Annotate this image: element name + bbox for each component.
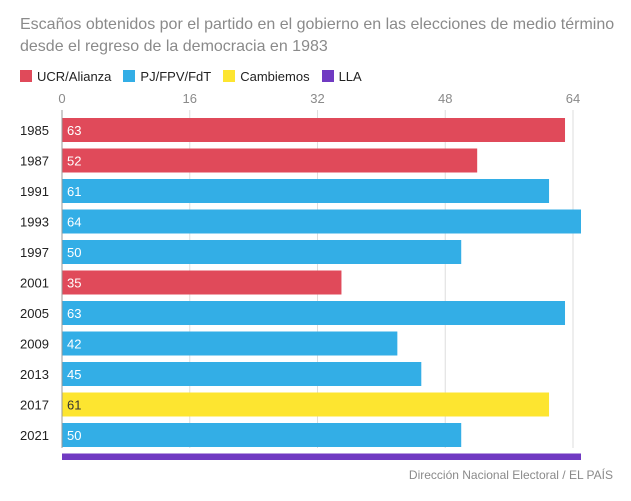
bar-2025 (62, 453, 581, 460)
x-tick-label-64: 64 (566, 91, 580, 106)
category-label-1997: 1997 (20, 245, 49, 260)
data-label-2017: 61 (67, 398, 81, 413)
data-label-1991: 61 (67, 184, 81, 199)
legend-label-cambiemos: Cambiemos (240, 68, 310, 84)
legend-label-ucr: UCR/Alianza (37, 68, 112, 84)
bar-1991 (62, 179, 550, 203)
category-label-1991: 1991 (20, 184, 49, 199)
data-label-1993: 64 (67, 215, 81, 230)
x-tick-label-16: 16 (183, 91, 197, 106)
legend-label-pj: PJ/FPV/FdT (140, 68, 212, 84)
bar-2013 (62, 362, 422, 386)
legend-swatch-cambiemos (223, 70, 236, 82)
category-label-2025: 2025 (20, 459, 49, 461)
legend-swatch-ucr (20, 70, 32, 82)
data-label-2013: 45 (67, 367, 81, 382)
bar-2021 (62, 423, 462, 447)
data-label-2025: 64 (67, 459, 81, 461)
chart-title: Escaños obtenidos por el partido en el g… (20, 16, 615, 55)
category-label-2005: 2005 (20, 306, 49, 321)
legend-item-lla: LLA (321, 68, 362, 84)
data-label-1985: 63 (67, 123, 81, 138)
legend-item-pj: PJ/FPV/FdT (123, 69, 211, 84)
category-label-2009: 2009 (20, 337, 49, 352)
data-label-1987: 52 (67, 154, 81, 169)
bar-chart: 0 16 32 48 64 1985 63 1987 52 1991 61 1993 64 1997 50 2… (20, 91, 581, 461)
data-label-2001: 35 (67, 276, 81, 291)
category-label-2001: 2001 (20, 276, 49, 291)
legend-swatch-pj (123, 70, 136, 82)
source-credit: Dirección Nacional Electoral / EL PAÍS (408, 468, 613, 482)
legend: UCR/Alianza PJ/FPV/FdT Cambiemos LLA (20, 67, 374, 85)
legend-swatch-lla (321, 70, 334, 82)
x-tick-label-0: 0 (58, 91, 65, 106)
data-label-1997: 50 (67, 245, 81, 260)
category-label-2013: 2013 (20, 367, 49, 382)
category-label-1987: 1987 (20, 154, 49, 169)
legend-item-ucr: UCR/Alianza (20, 69, 111, 84)
data-label-2005: 63 (67, 306, 81, 321)
category-label-2017: 2017 (20, 398, 49, 413)
category-label-1993: 1993 (20, 215, 49, 230)
legend-label-lla: LLA (338, 68, 362, 84)
bar-1993 (62, 209, 581, 234)
bar-2001 (62, 270, 342, 295)
bar-2017 (62, 392, 550, 417)
bar-2009 (62, 331, 398, 356)
data-label-2021: 50 (67, 428, 81, 443)
bar-1997 (62, 240, 462, 264)
bar-1985 (62, 118, 566, 142)
bar-1987 (62, 148, 478, 173)
bar-2005 (62, 301, 566, 325)
legend-item-cambiemos: Cambiemos (223, 68, 310, 84)
x-tick-label-48: 48 (438, 91, 452, 106)
x-tick-label-32: 32 (310, 91, 324, 106)
category-label-1985: 1985 (20, 123, 49, 138)
category-label-2021: 2021 (20, 428, 49, 443)
data-label-2009: 42 (67, 337, 81, 352)
